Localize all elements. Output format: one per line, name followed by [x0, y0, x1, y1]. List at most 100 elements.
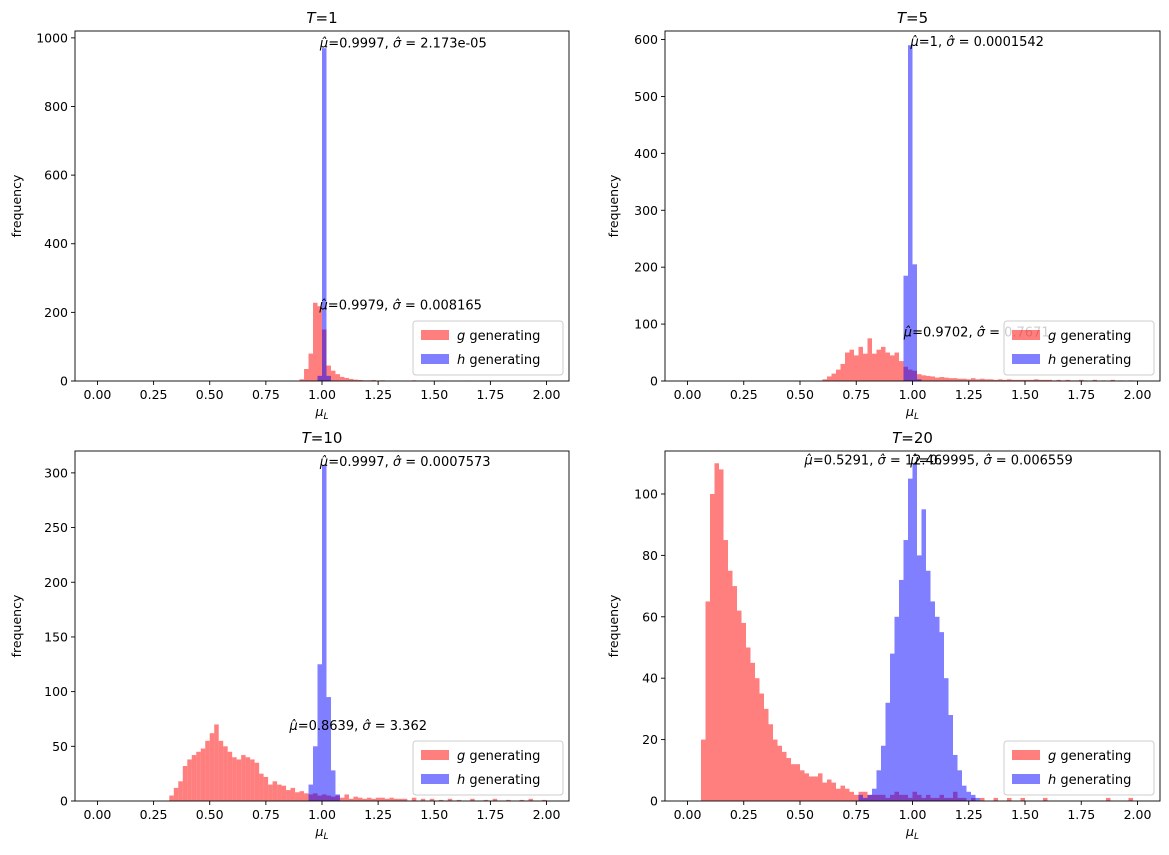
bar-h-19: [944, 678, 949, 801]
x-tick-label: 1.00: [308, 807, 336, 822]
bar-g-15: [890, 355, 895, 381]
bar-g-28: [295, 792, 300, 801]
bar-g-21: [263, 776, 269, 801]
bar-g-8: [858, 346, 863, 381]
bar-g-4: [317, 306, 322, 381]
bar-g-0: [822, 379, 827, 381]
x-tick-label: 1.50: [420, 387, 448, 402]
bar-g-65: [542, 799, 547, 801]
bar-h-2: [912, 264, 917, 381]
legend-box: [1003, 320, 1155, 376]
subplot-4: 0.00 0.25 0.50 0.75 1.00 1.25 1.50 1.75 2.00 0 20 4…: [606, 429, 1161, 842]
y-axis-label: frequency: [9, 594, 24, 657]
bar-h-1: [863, 797, 868, 801]
x-tick-label: 2.00: [533, 387, 561, 402]
bar-g-12: [755, 678, 760, 801]
legend-label-h: h generating: [457, 773, 540, 788]
bar-g-36: [984, 379, 989, 381]
bar-g-48: [1038, 379, 1043, 381]
y-tick-label: 200: [634, 260, 658, 275]
bar-g-9: [741, 622, 746, 801]
legend-swatch-g: [1012, 750, 1040, 760]
bar-g-64: [1043, 797, 1048, 801]
bar-g-7: [330, 370, 336, 381]
bar-g-36: [863, 791, 868, 801]
x-tick-label: 1.25: [955, 807, 983, 822]
bar-g-29: [831, 782, 836, 801]
bar-h-3: [872, 788, 877, 801]
bar-g-44: [1020, 379, 1025, 381]
bar-g-3: [182, 766, 188, 801]
bar-g-29: [953, 378, 958, 381]
bar-g-6: [326, 365, 331, 381]
legend-label-h: h generating: [457, 353, 540, 368]
bar-h-6: [335, 794, 340, 801]
bar-h-1: [908, 45, 913, 381]
x-tick-label: 0.00: [84, 387, 112, 402]
bar-g-26: [939, 377, 944, 381]
y-tick-label: 100: [44, 684, 68, 699]
bar-g-59: [470, 798, 475, 801]
bar-h-1: [313, 746, 318, 801]
annotation-g: μ̂=0.5291, σ̂ = 12.46: [804, 453, 943, 468]
x-tick-label: 0.25: [140, 387, 168, 402]
bar-g-14: [885, 352, 890, 381]
x-tick-label: 0.50: [786, 807, 814, 822]
bar-g-57: [1079, 379, 1084, 381]
bar-g-8: [737, 610, 742, 801]
bar-g-16: [371, 379, 376, 381]
bar-h-14: [921, 509, 926, 801]
series-g: [169, 724, 547, 802]
bar-g-63: [519, 799, 525, 801]
bar-g-27: [944, 377, 949, 381]
bar-g-50: [393, 798, 399, 801]
series-h: [903, 45, 922, 381]
x-tick-label: 1.25: [364, 807, 392, 822]
bar-g-13: [357, 379, 363, 381]
bar-g-33: [971, 378, 976, 381]
bar-g-30: [836, 788, 841, 801]
bar-g-20: [791, 764, 796, 801]
bar-g-10: [746, 647, 751, 801]
bar-g-30: [957, 378, 962, 381]
bar-g-51: [398, 798, 403, 801]
x-tick-label: 2.00: [533, 807, 561, 822]
bar-g-61: [1110, 379, 1115, 381]
bar-g-21: [795, 764, 800, 801]
annotation-h: μ̂=0.9997, σ̂ = 0.0007573: [319, 455, 491, 470]
x-tick-label: 1.75: [476, 387, 504, 402]
bar-g-64: [528, 798, 534, 801]
bar-h-15: [926, 570, 931, 801]
bar-g-10: [867, 338, 872, 381]
bar-g-9: [863, 353, 868, 381]
bar-g-16: [894, 352, 899, 381]
bar-g-22: [800, 770, 805, 801]
bar-g-4: [719, 469, 724, 801]
bar-g-34: [975, 379, 980, 381]
annotation-h: μ̂=0.9995, σ̂ = 0.006559: [909, 453, 1072, 468]
bar-h-5: [330, 770, 336, 802]
bar-h-16: [930, 601, 935, 801]
bar-g-54: [1065, 379, 1070, 381]
bar-g-1: [705, 601, 710, 801]
chart-title: T=20: [892, 429, 933, 447]
bar-h-1: [322, 48, 327, 381]
bar-g-3: [714, 463, 719, 801]
y-tick-label: 600: [634, 32, 658, 47]
bar-g-47: [1034, 379, 1039, 381]
bar-g-62: [1007, 797, 1012, 801]
legend-swatch-g: [1012, 330, 1040, 340]
bar-g-33: [849, 791, 854, 801]
chart-title: T=5: [897, 9, 928, 27]
y-tick-label: 0: [650, 374, 658, 389]
legend-label-g: g generating: [1048, 329, 1131, 344]
bar-g-42: [1011, 379, 1016, 381]
bar-g-17: [777, 745, 782, 801]
bar-g-58: [456, 799, 462, 801]
bar-h-25: [971, 794, 976, 801]
bar-g-66: [1128, 797, 1133, 801]
bar-h-0: [858, 794, 863, 801]
y-tick-label: 200: [44, 575, 68, 590]
bar-g-7: [200, 748, 206, 801]
bar-g-25: [813, 776, 818, 801]
